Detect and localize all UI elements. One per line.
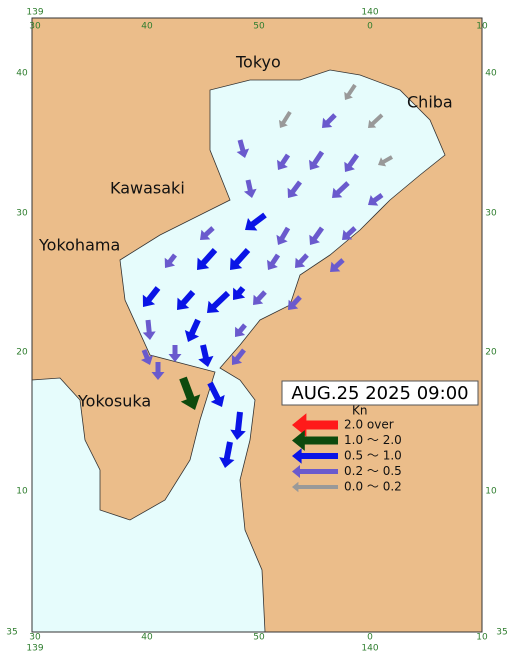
current-arrow	[277, 153, 291, 170]
current-arrow	[344, 153, 360, 172]
place-label: Kawasaki	[110, 179, 185, 198]
current-arrow	[236, 139, 250, 158]
current-arrow	[142, 319, 156, 340]
minute-label: 10	[16, 487, 28, 497]
current-arrow	[197, 247, 218, 270]
minute-label: 50	[253, 22, 265, 32]
current-arrow	[235, 323, 247, 337]
corner-label: 35	[6, 628, 17, 638]
minute-label: 10	[476, 633, 488, 643]
minute-label: 30	[16, 209, 28, 219]
current-arrow	[309, 226, 325, 245]
legend-label: 2.0 over	[344, 418, 394, 432]
minute-label: 40	[485, 69, 497, 79]
current-arrow	[177, 290, 196, 310]
current-arrow	[142, 286, 161, 307]
current-arrow	[230, 411, 246, 440]
current-arrow	[219, 441, 235, 468]
degree-label: 140	[361, 8, 378, 18]
current-arrow	[378, 155, 393, 167]
degree-label: 139	[26, 8, 43, 18]
current-arrow	[245, 212, 267, 231]
place-label: Chiba	[407, 93, 453, 112]
legend-label: 0.0 ～ 0.2	[344, 480, 402, 494]
degree-label: 140	[361, 644, 378, 654]
corner-label: 35	[496, 628, 507, 638]
current-arrow	[309, 150, 325, 170]
minute-label: 20	[485, 348, 497, 358]
current-arrow	[322, 113, 337, 128]
current-arrow	[342, 226, 357, 240]
current-arrow	[184, 318, 201, 342]
current-arrow	[344, 83, 357, 100]
current-arrow	[198, 344, 214, 367]
current-arrow	[288, 295, 302, 310]
current-arrow	[276, 226, 291, 245]
current-arrow	[230, 247, 251, 270]
current-arrow	[207, 381, 225, 407]
current-arrow	[243, 179, 257, 198]
minute-label: 30	[29, 633, 41, 643]
current-arrow	[292, 465, 338, 478]
degree-label: 139	[26, 644, 43, 654]
place-label: Tokyo	[235, 53, 281, 72]
current-arrow	[164, 253, 177, 268]
current-arrow	[207, 290, 231, 313]
current-arrow	[231, 348, 246, 365]
current-arrow	[292, 481, 338, 493]
minute-label: 30	[485, 209, 497, 219]
current-arrow	[292, 413, 338, 437]
timestamp-box	[281, 380, 479, 406]
legend-label: 1.0 ～ 2.0	[344, 433, 402, 447]
current-arrow	[287, 180, 302, 198]
minute-label: 40	[16, 69, 28, 79]
minute-label: 20	[16, 348, 28, 358]
current-arrow	[267, 253, 281, 270]
minute-label: 40	[141, 22, 153, 32]
minute-label: 10	[476, 22, 488, 32]
current-arrow	[140, 349, 154, 365]
frame	[31, 17, 483, 633]
current-arrow	[233, 286, 246, 300]
legend-label: 0.5 ～ 1.0	[344, 449, 402, 463]
current-arrow	[179, 376, 201, 410]
timestamp: AUG.25 2025 09:00	[291, 383, 468, 404]
minute-label: 0	[367, 633, 373, 643]
minute-label: 50	[253, 633, 265, 643]
current-arrow	[278, 110, 292, 128]
water	[31, 69, 446, 633]
place-label: Yokohama	[38, 236, 120, 255]
current-arrow	[292, 430, 338, 451]
current-arrow	[330, 258, 345, 272]
current-arrow	[368, 192, 384, 206]
legend-unit: Kn	[352, 404, 367, 418]
minute-label: 40	[141, 633, 153, 643]
place-label: Yokosuka	[77, 392, 151, 411]
current-arrow	[151, 362, 165, 380]
current-arrow	[295, 253, 309, 268]
current-arrow	[292, 448, 338, 464]
minute-label: 10	[485, 487, 497, 497]
current-arrow	[168, 345, 182, 362]
minute-label: 30	[29, 22, 41, 32]
minute-label: 0	[367, 22, 373, 32]
current-arrow	[253, 290, 267, 305]
current-arrow	[200, 226, 215, 240]
legend-label: 0.2 ～ 0.5	[344, 464, 402, 478]
current-arrow	[368, 113, 384, 128]
current-arrow	[332, 181, 350, 198]
